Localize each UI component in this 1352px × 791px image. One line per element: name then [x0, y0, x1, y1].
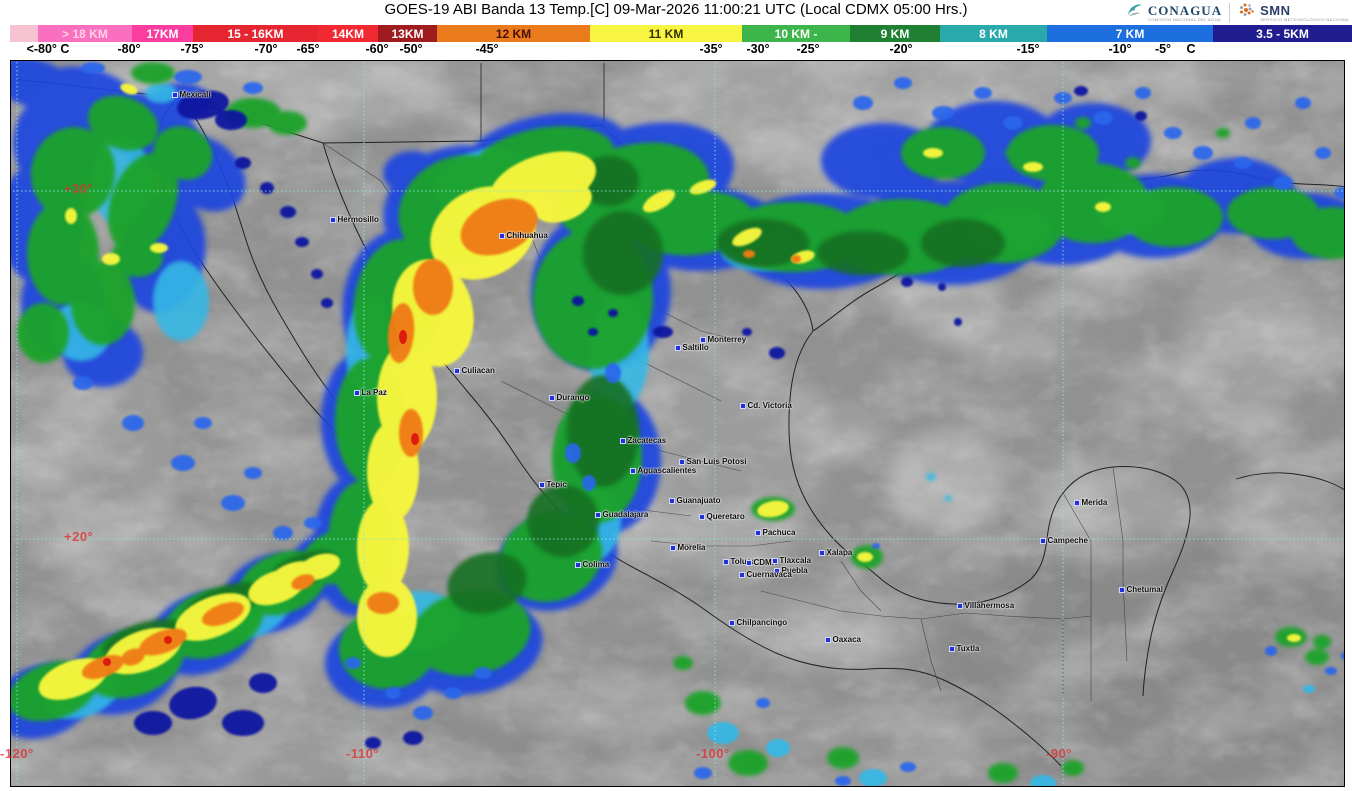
- temp-label: -25°: [796, 42, 820, 56]
- temp-label: -70°: [254, 42, 278, 56]
- cloud-layer-navy: [134, 86, 1147, 749]
- latlon-grid: [13, 62, 1344, 786]
- temp-label: -35°: [699, 42, 723, 56]
- temp-label: -30°: [746, 42, 770, 56]
- temperature-scale-labels: <-80° C -80° -75° -70° -65° -60° -50° -45° -35° -…: [0, 42, 1352, 58]
- temp-label: -45°: [475, 42, 499, 56]
- temp-label: <-80° C: [26, 42, 70, 56]
- smn-spiral-icon: [1237, 1, 1256, 25]
- cloud-speckles-blue: [73, 62, 1344, 786]
- scale-segment-10-km--: 10 KM -: [742, 25, 850, 42]
- temp-label: -75°: [180, 42, 204, 56]
- temp-label: -20°: [889, 42, 913, 56]
- page-title: GOES-19 ABI Banda 13 Temp.[C] 09-Mar-202…: [384, 1, 968, 18]
- scale-segment->-18-km: > 18 KM: [38, 25, 132, 42]
- scale-segment-7-km: 7 KM: [1047, 25, 1213, 42]
- temp-label: -50°: [399, 42, 423, 56]
- scale-segment-11-km: 11 KM: [590, 25, 742, 42]
- scale-segment-12-km: 12 KM: [437, 25, 590, 42]
- smn-tagline: SERVICIO METEOROLÓGICO NACIONAL: [1260, 17, 1350, 22]
- satellite-imagery: [11, 61, 1344, 786]
- temp-label: -5°: [1154, 42, 1172, 56]
- temp-label: -80°: [117, 42, 141, 56]
- conagua-tagline: COMISIÓN NACIONAL DEL AGUA: [1147, 17, 1221, 22]
- scale-segment-3.5---5km: 3.5 - 5KM: [1213, 25, 1352, 42]
- smn-wordmark: SMN: [1260, 3, 1291, 18]
- conagua-logo: CONAGUA COMISIÓN NACIONAL DEL AGUA: [1125, 1, 1222, 25]
- scale-segment-9-km: 9 KM: [850, 25, 940, 42]
- conagua-wordmark: CONAGUA: [1147, 3, 1223, 18]
- scale-segment-15---16km: 15 - 16KM: [193, 25, 318, 42]
- temp-label: -10°: [1108, 42, 1132, 56]
- scale-segment-14km: 14KM: [318, 25, 378, 42]
- temp-label: -60°: [365, 42, 389, 56]
- scale-segment-8-km: 8 KM: [940, 25, 1047, 42]
- smn-logo: SMN SERVICIO METEOROLÓGICO NACIONAL: [1237, 1, 1350, 25]
- cloud-height-color-scale: > 18 KM 17KM 15 - 16KM 14KM 13KM 12 KM 11 KM 10…: [0, 25, 1352, 42]
- logo-divider: [1229, 3, 1231, 23]
- temp-label: C: [1186, 42, 1196, 56]
- scale-segment-edge: [10, 25, 38, 42]
- agency-logos: CONAGUA COMISIÓN NACIONAL DEL AGUA: [1125, 0, 1350, 26]
- temp-label: -65°: [296, 42, 320, 56]
- cloud-layer-red: [103, 330, 419, 666]
- conagua-swoosh-icon: [1125, 1, 1144, 25]
- satellite-map: [10, 60, 1345, 787]
- scale-segment-13km: 13KM: [378, 25, 437, 42]
- scale-segment-17km: 17KM: [132, 25, 193, 42]
- temp-label: -15°: [1016, 42, 1040, 56]
